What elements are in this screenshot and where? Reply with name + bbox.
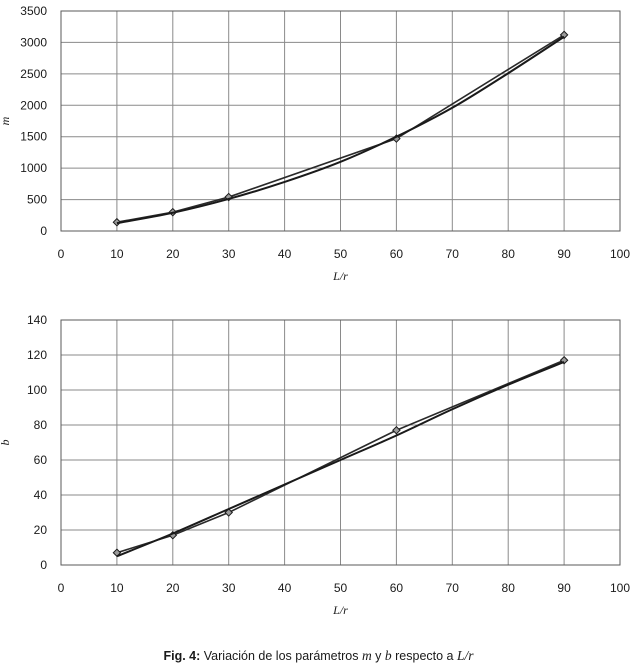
caption-text-mid: y — [371, 649, 385, 663]
series-line-fit — [116, 35, 565, 225]
chart-2: 0 10 20 30 40 50 60 70 80 90 100 0 20 40 60 80 100 120 140… — [0, 313, 630, 617]
x-tick-label: 10 — [110, 247, 124, 261]
data-point-marker — [224, 508, 234, 517]
y-tick-label: 0 — [40, 224, 47, 238]
x-tick-label: 0 — [58, 247, 65, 261]
y-tick-label: 3500 — [20, 4, 47, 18]
x-tick-label: 20 — [166, 581, 180, 595]
x-tick-label: 0 — [58, 581, 65, 595]
x-tick-label: 50 — [334, 581, 348, 595]
figure-caption: Fig. 4: Variación de los parámetros m y … — [0, 648, 637, 664]
caption-var-m: m — [361, 648, 372, 663]
y-tick-label: 2000 — [20, 98, 47, 112]
y-tick-label: 80 — [34, 418, 48, 432]
y-tick-label: 100 — [27, 383, 47, 397]
x-tick-label: 10 — [110, 581, 124, 595]
x-tick-label: 70 — [446, 581, 460, 595]
y-axis-label: b — [0, 440, 12, 446]
caption-var-lr: L/r — [456, 648, 474, 663]
x-tick-label: 90 — [557, 581, 571, 595]
x-tick-label: 60 — [390, 247, 404, 261]
x-tick-label: 100 — [610, 581, 630, 595]
plot-frame — [60, 319, 621, 566]
y-tick-label: 120 — [27, 348, 47, 362]
plot-frame — [60, 10, 621, 232]
data-point-marker — [392, 425, 401, 435]
y-tick-label: 140 — [27, 313, 47, 327]
y-tick-label: 60 — [34, 453, 48, 467]
x-tick-label: 30 — [222, 247, 236, 261]
x-axis-label: L/r — [332, 269, 348, 283]
x-tick-label: 90 — [557, 247, 571, 261]
series-line-fit — [116, 361, 565, 558]
y-axis-label: m — [0, 116, 12, 125]
y-tick-label: 40 — [34, 488, 48, 502]
x-tick-label: 20 — [166, 247, 180, 261]
caption-text-before: Variación de los parámetros — [200, 649, 362, 663]
y-tick-label: 0 — [40, 558, 47, 572]
x-tick-label: 40 — [278, 247, 292, 261]
x-axis-label: L/r — [332, 603, 348, 617]
x-tick-label: 80 — [502, 581, 516, 595]
x-tick-label: 80 — [502, 247, 516, 261]
x-tick-label: 50 — [334, 247, 348, 261]
chart-1: 0 10 20 30 40 50 60 70 80 90 100050010001500200025… — [0, 4, 630, 283]
data-point-marker — [559, 30, 569, 40]
y-tick-label: 2500 — [20, 67, 47, 81]
x-tick-label: 70 — [446, 247, 460, 261]
y-tick-label: 20 — [34, 523, 48, 537]
y-tick-label: 1500 — [20, 130, 47, 144]
x-tick-label: 40 — [278, 581, 292, 595]
y-tick-label: 1000 — [20, 161, 47, 175]
y-tick-label: 500 — [27, 193, 47, 207]
x-tick-label: 100 — [610, 247, 630, 261]
caption-label: Fig. 4: — [163, 649, 201, 663]
caption-text-after: respecto a — [391, 649, 457, 663]
x-tick-label: 60 — [390, 581, 404, 595]
x-tick-label: 30 — [222, 581, 236, 595]
caption-var-b: b — [384, 648, 392, 663]
y-tick-label: 3000 — [20, 35, 47, 49]
